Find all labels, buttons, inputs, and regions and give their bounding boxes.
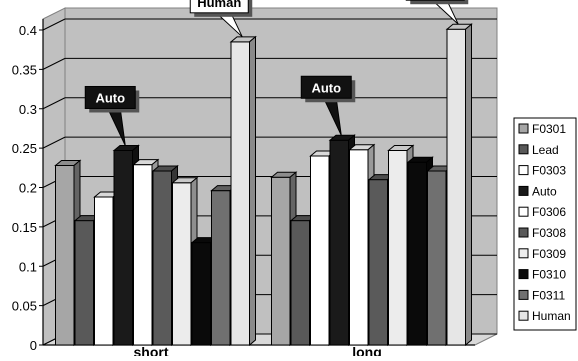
- y-tick-label: 0.25: [12, 141, 37, 156]
- legend-swatch: [519, 186, 528, 195]
- legend-swatch: [519, 228, 528, 237]
- legend-swatch: [519, 249, 528, 258]
- bar-front: [369, 180, 388, 345]
- legend-label: F0310: [532, 268, 566, 282]
- y-tick-label: 0.1: [19, 259, 37, 274]
- y-tick-label: 0.15: [12, 220, 37, 235]
- legend-swatch: [519, 124, 528, 133]
- callout-label: Auto: [95, 90, 125, 105]
- bar-front: [75, 221, 94, 345]
- legend-label: Human: [532, 309, 571, 323]
- legend-swatch: [519, 290, 528, 299]
- bar-side: [250, 37, 256, 345]
- bar-front: [311, 156, 330, 345]
- bar-front: [134, 165, 153, 345]
- legend-swatch: [519, 270, 528, 279]
- bar-front: [173, 183, 192, 345]
- bar-front: [231, 42, 250, 345]
- bar-front: [95, 197, 114, 345]
- bar-front: [212, 191, 231, 345]
- bar-front: [153, 171, 172, 345]
- legend-label: F0301: [532, 122, 566, 136]
- bar-side: [466, 24, 472, 345]
- y-tick-label: 0.2: [19, 181, 37, 196]
- x-tick-label: long: [352, 344, 382, 356]
- legend-label: Lead: [532, 143, 559, 157]
- bar-front: [56, 165, 75, 345]
- bar-front: [447, 29, 466, 345]
- legend-label: F0303: [532, 164, 566, 178]
- bar-front: [192, 243, 211, 345]
- legend-label: F0309: [532, 247, 566, 261]
- legend-label: Auto: [532, 184, 557, 198]
- bar-front: [291, 221, 310, 345]
- bar: [447, 24, 472, 345]
- bar-front: [389, 150, 408, 345]
- y-tick-label: 0.35: [12, 62, 37, 77]
- bar-front: [408, 162, 427, 345]
- bar-front: [114, 150, 133, 345]
- bar: [231, 37, 256, 345]
- y-tick-label: 0: [30, 338, 37, 353]
- bar-front: [428, 171, 447, 345]
- callout-label: Auto: [311, 80, 341, 95]
- legend-swatch: [519, 311, 528, 320]
- y-tick-label: 0.4: [19, 23, 37, 38]
- legend-swatch: [519, 207, 528, 216]
- legend-label: F0311: [532, 288, 565, 302]
- bar-front: [272, 177, 291, 345]
- y-tick-label: 0.3: [19, 102, 37, 117]
- legend-swatch: [519, 145, 528, 154]
- bar-front: [330, 140, 349, 345]
- y-tick-label: 0.05: [12, 299, 37, 314]
- legend-label: F0306: [532, 205, 566, 219]
- x-tick-label: short: [134, 344, 169, 356]
- bar-front: [350, 150, 369, 345]
- callout-label: Human: [197, 0, 241, 10]
- legend-swatch: [519, 166, 528, 175]
- legend-label: F0308: [532, 226, 566, 240]
